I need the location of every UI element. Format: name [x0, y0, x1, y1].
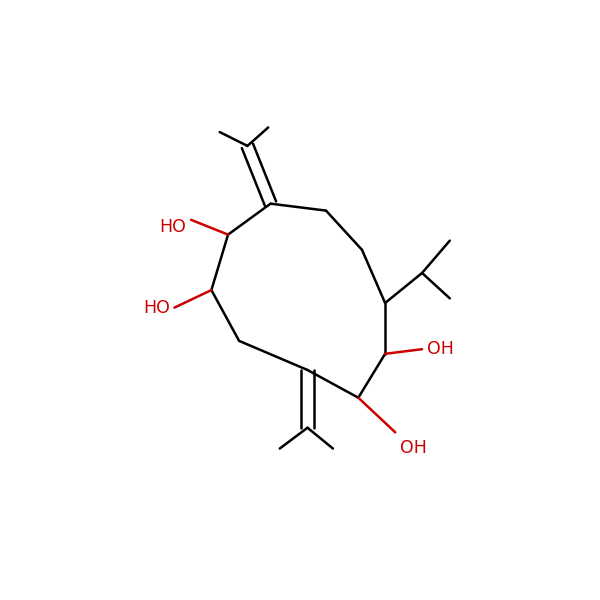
Text: HO: HO: [160, 218, 187, 236]
Text: OH: OH: [427, 340, 454, 358]
Text: OH: OH: [400, 439, 427, 457]
Text: HO: HO: [143, 299, 170, 317]
